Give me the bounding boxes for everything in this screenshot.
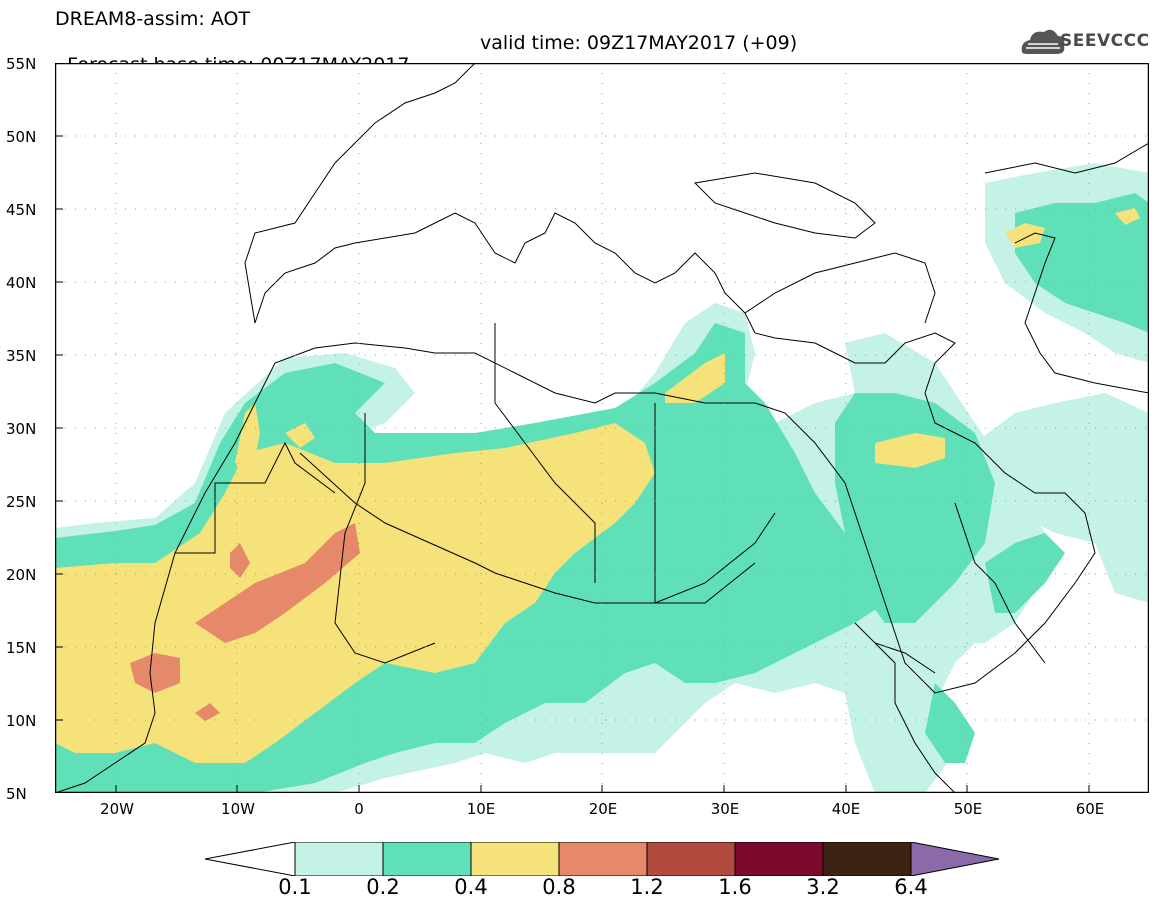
lat-label: 20N (6, 566, 37, 584)
map-title: DREAM8-assim: AOT (55, 8, 251, 30)
valid-time-label: valid time: 09Z17MAY2017 (+09) (480, 32, 798, 54)
lon-label: 40E (831, 800, 861, 818)
lon-label: 20E (588, 800, 618, 818)
lon-label: 20W (100, 800, 134, 818)
colorbar-label: 1.2 (630, 875, 664, 899)
colorbar-segment (470, 842, 560, 876)
colorbar-label: 0.4 (454, 875, 488, 899)
lat-label: 30N (6, 420, 37, 438)
lat-label: 45N (6, 201, 37, 219)
lat-label: 40N (6, 274, 37, 292)
colorbar-segment-below (205, 842, 296, 876)
colorbar-label: 1.6 (718, 875, 752, 899)
lon-label: 30E (710, 800, 740, 818)
lon-label: 10E (466, 800, 496, 818)
lat-label: 10N (6, 712, 37, 730)
lon-label: 50E (953, 800, 983, 818)
lat-label: 25N (6, 493, 37, 511)
colorbar-label: 3.2 (806, 875, 840, 899)
lat-label: 50N (6, 128, 37, 146)
colorbar-segment (558, 842, 648, 876)
colorbar (205, 842, 1000, 876)
colorbar-segment (646, 842, 736, 876)
colorbar-label: 6.4 (894, 875, 928, 899)
lon-label: 60E (1075, 800, 1105, 818)
logo-text: SEEVCCC (1060, 31, 1150, 51)
lon-label: 10W (221, 800, 255, 818)
colorbar-segment (294, 842, 384, 876)
lat-label: 55N (6, 55, 37, 73)
colorbar-label: 0.8 (542, 875, 576, 899)
colorbar-segment-above (910, 842, 1000, 876)
coastlines (55, 63, 1149, 793)
colorbar-segment (734, 842, 824, 876)
colorbar-label: 0.2 (366, 875, 400, 899)
colorbar-label: 0.1 (278, 875, 312, 899)
colorbar-segment (382, 842, 472, 876)
lat-label: 15N (6, 639, 37, 657)
colorbar-segment (822, 842, 912, 876)
lat-label: 35N (6, 347, 37, 365)
aot-map (55, 63, 1149, 793)
cloud-icon (1021, 29, 1065, 54)
lon-label: 0 (354, 800, 364, 818)
aot-band-0.8 (130, 523, 360, 721)
lat-label: 5N (6, 785, 27, 803)
aot-band-0.4 (55, 208, 1140, 763)
